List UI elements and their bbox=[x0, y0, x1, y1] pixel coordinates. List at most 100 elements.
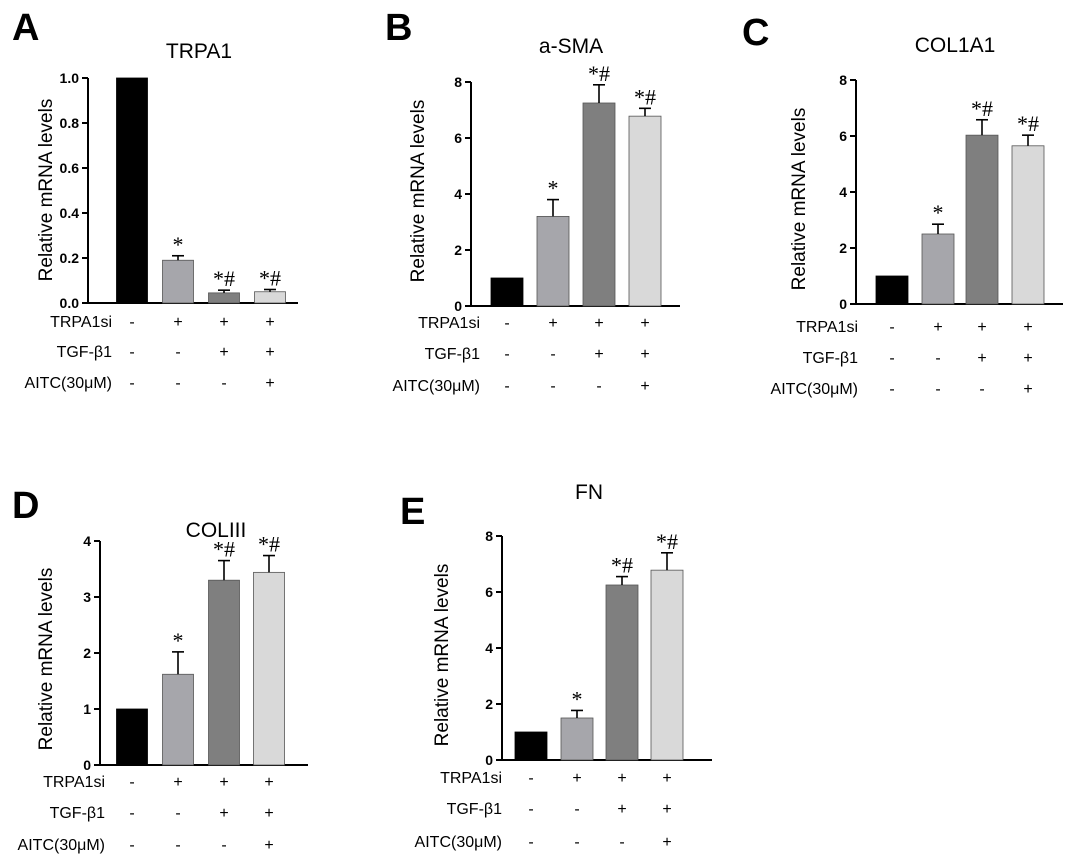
bar bbox=[560, 717, 594, 761]
condition-sign: - bbox=[504, 378, 509, 395]
bar bbox=[162, 259, 194, 304]
y-axis-label: Relative mRNA levels bbox=[36, 568, 57, 751]
condition-sign: - bbox=[504, 346, 509, 363]
condition-sign: + bbox=[977, 319, 986, 336]
y-axis-label: Relative mRNA levels bbox=[432, 564, 453, 747]
bar bbox=[116, 708, 148, 766]
condition-sign: + bbox=[617, 801, 626, 818]
condition-sign: + bbox=[264, 805, 273, 822]
condition-sign: + bbox=[662, 834, 671, 851]
condition-label: AITC(30μM) bbox=[18, 837, 105, 854]
y-axis-label: Relative mRNA levels bbox=[408, 100, 429, 283]
chart-title: TRPA1 bbox=[166, 40, 232, 63]
bar bbox=[965, 134, 999, 305]
y-tick-label: 2 bbox=[83, 645, 91, 661]
condition-sign: + bbox=[640, 378, 649, 395]
condition-sign: - bbox=[129, 774, 134, 791]
condition-sign: - bbox=[935, 381, 940, 398]
condition-sign: + bbox=[219, 314, 228, 331]
panel-letter: D bbox=[12, 485, 39, 527]
condition-sign: - bbox=[175, 344, 180, 361]
condition-sign: - bbox=[619, 834, 624, 851]
condition-sign: + bbox=[219, 344, 228, 361]
condition-sign: + bbox=[548, 315, 557, 332]
condition-sign: - bbox=[574, 801, 579, 818]
y-tick-label: 0 bbox=[83, 757, 91, 773]
bar bbox=[1011, 145, 1045, 305]
condition-sign: - bbox=[221, 375, 226, 392]
chart-title: FN bbox=[575, 481, 603, 504]
y-tick-label: 4 bbox=[839, 184, 847, 200]
chart-title: COLIII bbox=[186, 519, 247, 542]
condition-label: TRPA1si bbox=[43, 774, 105, 791]
condition-label: TRPA1si bbox=[418, 315, 480, 332]
condition-sign: - bbox=[175, 805, 180, 822]
y-tick-label: 2 bbox=[454, 242, 462, 258]
panel-letter: A bbox=[12, 7, 39, 49]
condition-label: TGF-β1 bbox=[425, 346, 481, 363]
condition-sign: + bbox=[933, 319, 942, 336]
bar bbox=[490, 277, 524, 307]
bar bbox=[208, 292, 240, 304]
condition-sign: + bbox=[617, 770, 626, 787]
y-tick-label: 0.8 bbox=[60, 115, 80, 131]
bar bbox=[605, 584, 639, 761]
condition-sign: + bbox=[594, 315, 603, 332]
condition-sign: - bbox=[550, 378, 555, 395]
condition-sign: + bbox=[640, 346, 649, 363]
condition-label: AITC(30μM) bbox=[771, 381, 858, 398]
panel-letter: C bbox=[742, 12, 769, 54]
condition-label: TRPA1si bbox=[50, 314, 112, 331]
y-tick-label: 0 bbox=[485, 752, 493, 768]
y-tick-label: 0 bbox=[839, 296, 847, 312]
condition-label: TGF-β1 bbox=[57, 344, 113, 361]
condition-sign: - bbox=[550, 346, 555, 363]
bar bbox=[253, 571, 285, 766]
significance-label: *# bbox=[588, 61, 610, 86]
condition-sign: - bbox=[889, 381, 894, 398]
y-tick-label: 4 bbox=[454, 186, 462, 202]
condition-sign: + bbox=[662, 770, 671, 787]
y-tick-label: 6 bbox=[485, 584, 493, 600]
significance-label: * bbox=[572, 686, 583, 711]
condition-sign: - bbox=[175, 375, 180, 392]
y-tick-label: 8 bbox=[839, 72, 847, 88]
condition-sign: + bbox=[173, 314, 182, 331]
condition-sign: + bbox=[572, 770, 581, 787]
condition-sign: + bbox=[264, 774, 273, 791]
condition-sign: - bbox=[574, 834, 579, 851]
y-tick-label: 8 bbox=[454, 74, 462, 90]
condition-sign: - bbox=[889, 350, 894, 367]
bar bbox=[208, 579, 240, 766]
y-axis-label: Relative mRNA levels bbox=[36, 99, 57, 282]
condition-sign: - bbox=[129, 344, 134, 361]
chart-title: a-SMA bbox=[539, 35, 603, 58]
significance-label: *# bbox=[1017, 111, 1039, 136]
bar bbox=[628, 115, 662, 307]
y-tick-label: 4 bbox=[485, 640, 493, 656]
bar bbox=[650, 569, 684, 761]
significance-label: *# bbox=[656, 529, 678, 554]
condition-sign: + bbox=[265, 344, 274, 361]
condition-sign: - bbox=[129, 314, 134, 331]
condition-sign: + bbox=[219, 774, 228, 791]
condition-label: AITC(30μM) bbox=[415, 834, 502, 851]
y-tick-label: 8 bbox=[485, 528, 493, 544]
condition-label: TGF-β1 bbox=[50, 805, 106, 822]
significance-label: * bbox=[173, 232, 184, 257]
condition-sign: + bbox=[662, 801, 671, 818]
condition-sign: - bbox=[129, 805, 134, 822]
y-tick-label: 0.0 bbox=[60, 295, 80, 311]
significance-label: *# bbox=[258, 532, 280, 557]
significance-label: *# bbox=[213, 266, 235, 291]
condition-sign: + bbox=[264, 837, 273, 854]
significance-label: *# bbox=[213, 537, 235, 562]
y-tick-label: 2 bbox=[839, 240, 847, 256]
condition-sign: - bbox=[504, 315, 509, 332]
condition-sign: + bbox=[640, 315, 649, 332]
significance-label: * bbox=[173, 628, 184, 653]
condition-sign: - bbox=[129, 837, 134, 854]
condition-sign: - bbox=[979, 381, 984, 398]
condition-sign: + bbox=[594, 346, 603, 363]
